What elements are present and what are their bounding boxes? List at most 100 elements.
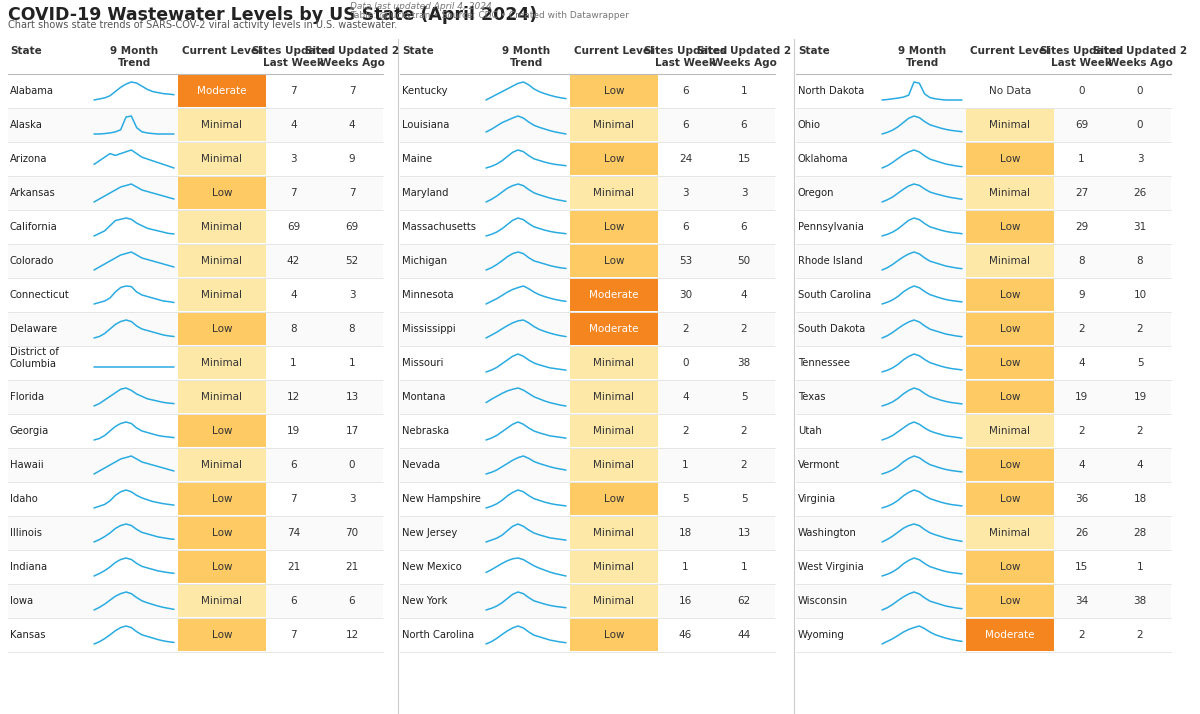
Bar [8,312,383,346]
Text: 5: 5 [682,494,689,504]
Bar [178,619,266,651]
Text: 6: 6 [682,86,689,96]
Text: Wyoming: Wyoming [798,630,845,640]
Bar [966,517,1054,549]
Text: Alabama: Alabama [10,86,54,96]
Bar [8,210,383,244]
Bar [796,380,1171,414]
Text: 4: 4 [740,290,748,300]
Text: 36: 36 [1075,494,1088,504]
Bar [8,142,383,176]
Text: Low: Low [1000,154,1020,164]
Text: West Virginia: West Virginia [798,562,864,572]
Bar [178,279,266,311]
Text: 8: 8 [1078,256,1085,266]
Text: Ohio: Ohio [798,120,821,130]
Bar [8,346,383,380]
Text: 1: 1 [290,358,296,368]
Bar [570,177,658,209]
Text: Low: Low [604,86,624,96]
Bar [796,210,1171,244]
Text: Low: Low [604,256,624,266]
Text: 7: 7 [290,630,296,640]
Text: 44: 44 [737,630,751,640]
Bar [178,585,266,617]
Text: 9: 9 [349,154,355,164]
Text: Low: Low [1000,562,1020,572]
Bar [796,584,1171,618]
Text: South Carolina: South Carolina [798,290,871,300]
Bar [796,482,1171,516]
Bar [966,347,1054,379]
Text: 9 Month
Trend: 9 Month Trend [110,46,158,68]
Text: Minimal: Minimal [594,188,635,198]
Text: Moderate: Moderate [197,86,247,96]
Bar [178,211,266,243]
Text: Minimal: Minimal [990,188,1031,198]
Bar [570,211,658,243]
Text: 2: 2 [1136,426,1144,436]
Text: 2: 2 [1078,426,1085,436]
Text: Low: Low [604,494,624,504]
Text: 1: 1 [740,86,748,96]
Text: 3: 3 [682,188,689,198]
Text: Arkansas: Arkansas [10,188,55,198]
Text: 6: 6 [682,120,689,130]
Bar [570,109,658,141]
Text: 1: 1 [349,358,355,368]
Text: 3: 3 [349,290,355,300]
Text: 7: 7 [290,188,296,198]
Text: Current Level: Current Level [970,46,1050,56]
Bar [966,619,1054,651]
Bar [966,279,1054,311]
Bar [178,551,266,583]
Text: Nevada: Nevada [402,460,440,470]
Text: Low: Low [211,562,233,572]
Text: District of
Columbia: District of Columbia [10,347,59,369]
Text: Oklahoma: Oklahoma [798,154,848,164]
Bar [178,449,266,481]
Text: Vermont: Vermont [798,460,840,470]
Text: 4: 4 [1078,460,1085,470]
Text: 52: 52 [346,256,359,266]
Text: Sites Updated
Last Week: Sites Updated Last Week [644,46,727,68]
Bar [966,211,1054,243]
Bar [966,109,1054,141]
Text: 31: 31 [1133,222,1147,232]
Text: 6: 6 [682,222,689,232]
Text: 13: 13 [737,528,751,538]
Text: 13: 13 [346,392,359,402]
Text: 19: 19 [1133,392,1147,402]
Text: Washington: Washington [798,528,857,538]
Text: Low: Low [211,324,233,334]
Text: 4: 4 [682,392,689,402]
Text: Minimal: Minimal [594,392,635,402]
Text: Delaware: Delaware [10,324,58,334]
Text: 21: 21 [346,562,359,572]
Text: 1: 1 [1136,562,1144,572]
Bar [178,109,266,141]
Text: 38: 38 [1133,596,1147,606]
Text: 3: 3 [740,188,748,198]
Text: Low: Low [1000,494,1020,504]
Text: State: State [10,46,42,56]
Text: 2: 2 [682,426,689,436]
Text: Sites Updated
Last Week: Sites Updated Last Week [252,46,335,68]
Text: 0: 0 [1136,120,1144,130]
Bar [796,244,1171,278]
Text: Iowa: Iowa [10,596,34,606]
Bar [966,143,1054,175]
Text: 8: 8 [349,324,355,334]
Bar [8,380,383,414]
Text: 42: 42 [287,256,300,266]
Bar [400,74,775,108]
Text: Low: Low [1000,290,1020,300]
Text: Massachusetts: Massachusetts [402,222,476,232]
Text: Low: Low [604,222,624,232]
Text: 2: 2 [682,324,689,334]
Text: Minimal: Minimal [990,426,1031,436]
Bar [178,143,266,175]
Text: 1: 1 [682,562,689,572]
Text: 18: 18 [679,528,692,538]
Bar [178,483,266,515]
